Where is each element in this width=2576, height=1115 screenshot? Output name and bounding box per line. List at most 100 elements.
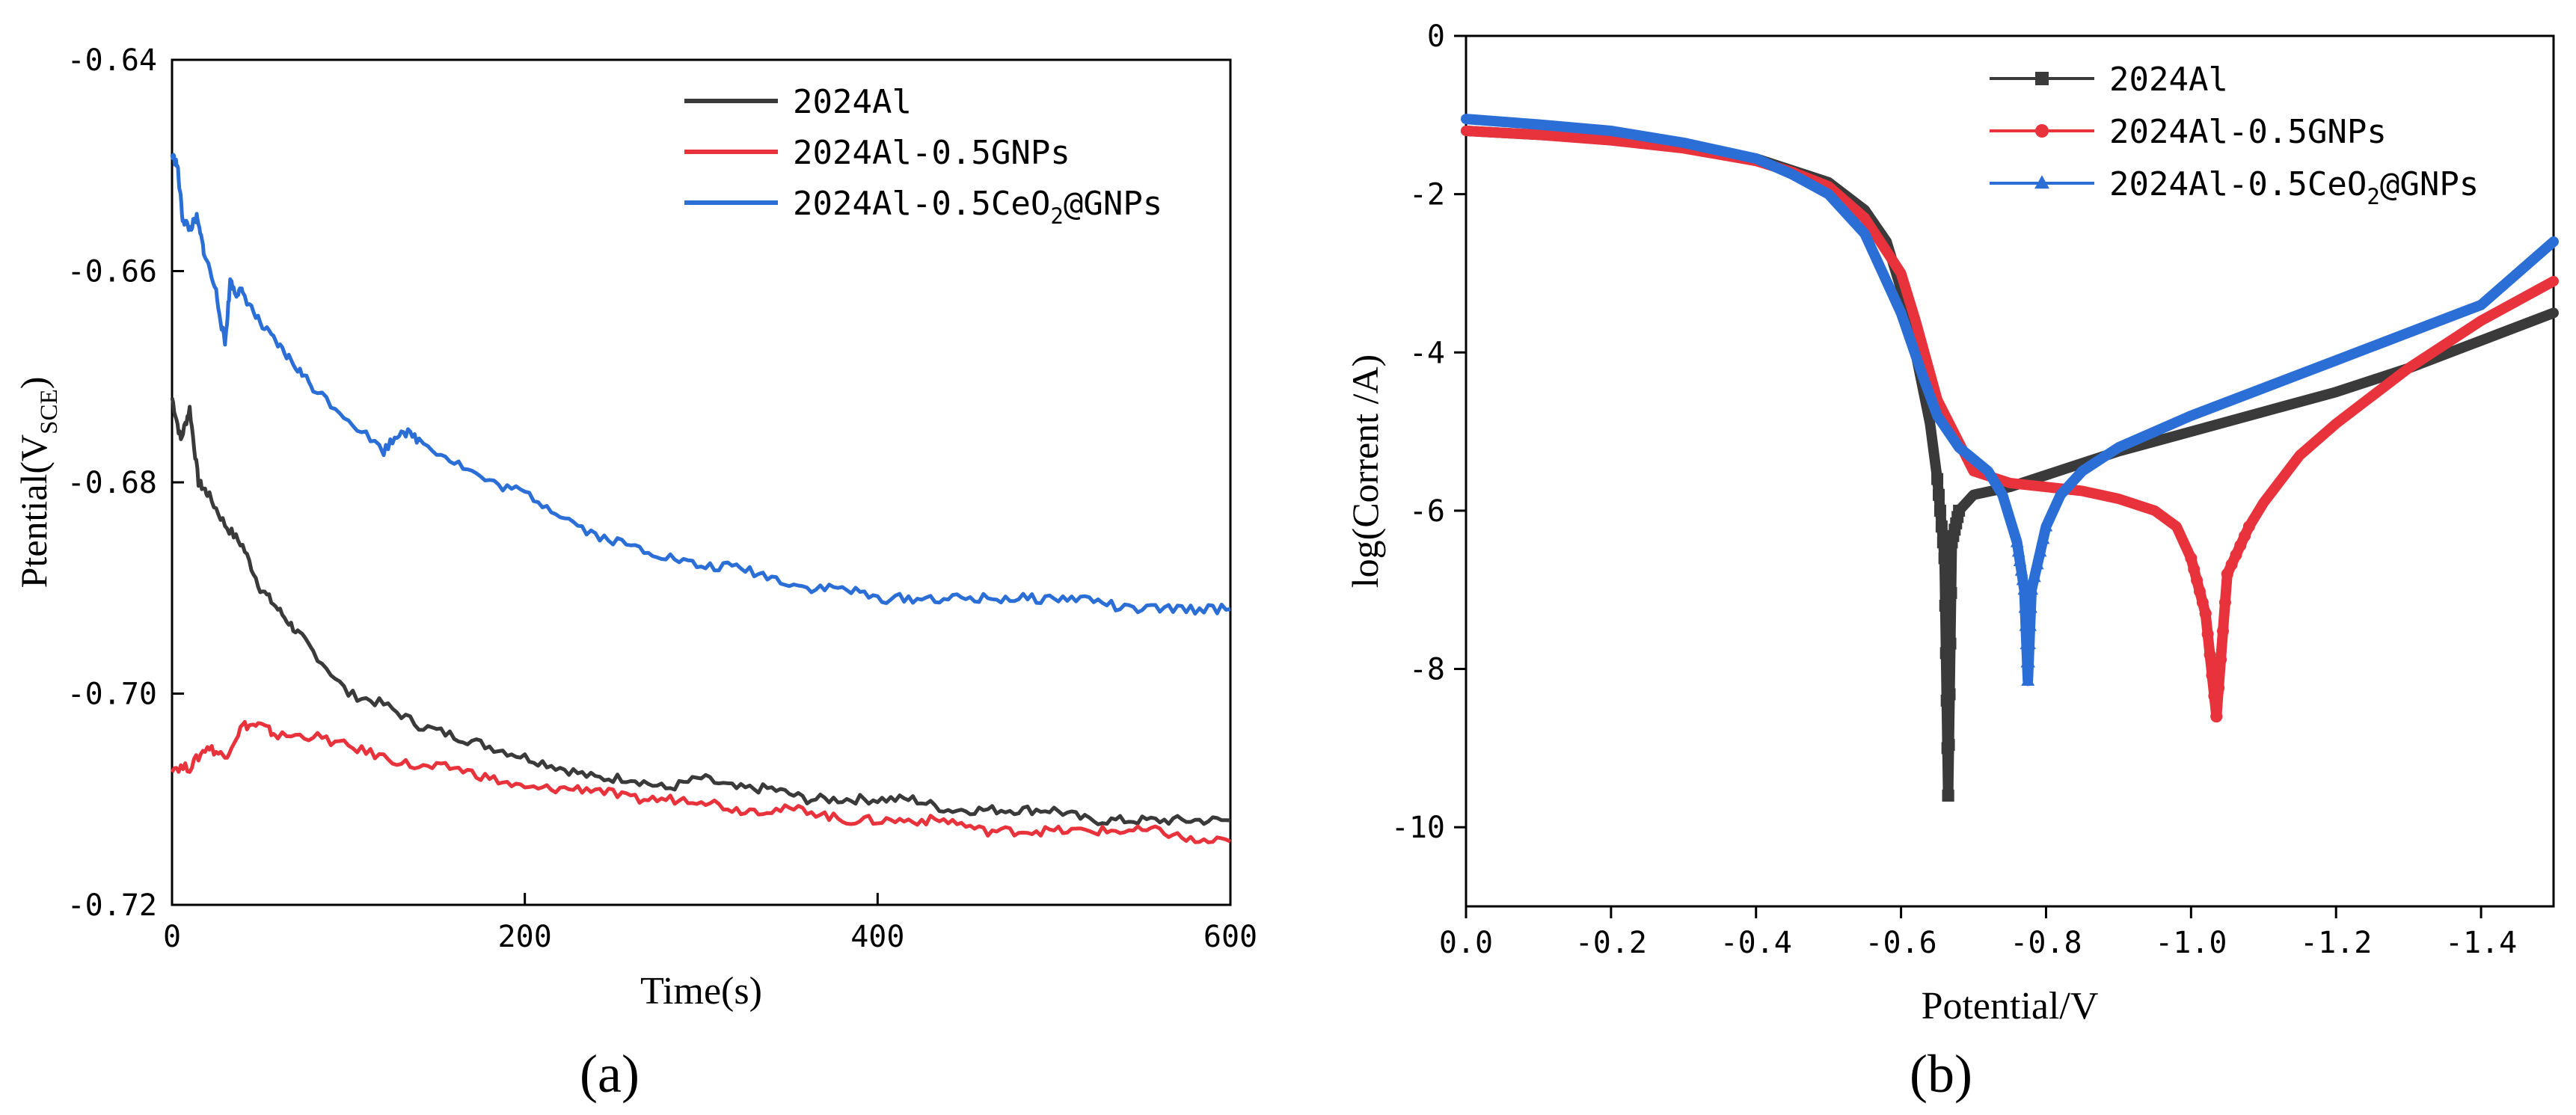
legend-label-b: 2024Al-0.5CeO2@GNPs — [2109, 165, 2479, 209]
data-point-b — [2206, 669, 2218, 682]
data-point-b — [1942, 739, 1955, 752]
legend-marker-b — [2035, 124, 2049, 138]
legend-marker-b — [2034, 175, 2049, 189]
data-point-b — [2033, 544, 2047, 557]
x-axis-label-b: Potential/V — [1922, 985, 2099, 1028]
data-point-b — [2193, 585, 2206, 598]
data-point-b — [2025, 583, 2038, 595]
data-point-b — [2242, 520, 2255, 533]
data-point-b — [2188, 563, 2201, 576]
data-point-b — [2016, 573, 2030, 586]
data-point-b — [2239, 529, 2251, 542]
x-tick-label-b: 0.0 — [1439, 926, 1493, 960]
y-tick-label-b: 0 — [1427, 19, 1445, 54]
data-point-b — [2023, 637, 2036, 650]
data-point-b — [2011, 544, 2025, 557]
data-point-b — [1931, 473, 1944, 485]
data-point-b — [1944, 637, 1957, 650]
y-tick-label-b: -8 — [1409, 653, 1445, 687]
data-point-b — [1935, 520, 1948, 533]
y-tick-label-a: -0.70 — [67, 678, 157, 712]
legend-label-b: 2024Al — [2109, 61, 2228, 99]
data-point-b — [2039, 519, 2053, 532]
series-line-b-1 — [1461, 126, 2559, 722]
data-point-b — [2013, 554, 2027, 567]
x-axis-label-a: Time(s) — [640, 970, 762, 1013]
data-point-b — [2199, 607, 2212, 620]
series-markers-b-0 — [1931, 473, 1966, 802]
data-point-b — [2191, 574, 2204, 587]
x-tick-label-b: -0.2 — [1575, 926, 1647, 960]
x-tick-label-a: 200 — [498, 920, 552, 954]
legend-marker-b — [2035, 72, 2049, 85]
y-tick-label-a: -0.64 — [67, 43, 157, 78]
data-point-b — [1942, 789, 1954, 802]
data-point-b — [2022, 655, 2036, 668]
data-point-b — [2234, 539, 2247, 552]
data-point-b — [2024, 600, 2037, 613]
series-line-a-2 — [170, 153, 1231, 616]
y-axis-label-a: Ptential(VSCE) — [13, 377, 63, 589]
series-line-b-0 — [1461, 126, 2559, 801]
y-tick-label-a: -0.68 — [67, 466, 157, 500]
data-point-b — [2210, 710, 2223, 723]
chart-a: -0.64 -0.66 -0.68 -0.70 -0.720 200 400 600 Time(… — [13, 43, 1257, 1013]
y-tick-label-b: -10 — [1391, 811, 1445, 845]
data-point-b — [1939, 647, 1952, 660]
series-markers-b-2 — [2010, 519, 2053, 686]
data-point-b — [1953, 504, 1966, 517]
data-point-b — [1933, 488, 1945, 501]
y-axis-label-b: log(Corrent /A) — [1344, 354, 1386, 588]
data-point-b — [2221, 568, 2233, 580]
data-point-b — [2010, 535, 2024, 547]
legend-label-a: 2024Al-0.5CeO2@GNPs — [793, 185, 1162, 229]
x-tick-label-a: 400 — [850, 920, 904, 954]
data-point-b — [2031, 557, 2044, 570]
data-point-b — [2196, 596, 2209, 609]
data-point-b — [2230, 549, 2242, 562]
chart-b: 0 -2 -4 -6 -8 -10 0.0 -0.2 -0.4 -0.6 -0.8 -1.0 -1.2 -… — [1344, 19, 2559, 1028]
caption-b: (b) — [1910, 1044, 1972, 1104]
y-tick-label-a: -0.72 — [67, 888, 157, 923]
data-point-b — [1933, 504, 1946, 517]
data-point-b — [2212, 681, 2225, 694]
legend-label-a: 2024Al-0.5GNPs — [793, 134, 1070, 172]
x-tick-label-a: 0 — [163, 920, 181, 954]
data-point-b — [2021, 673, 2035, 686]
x-tick-label-b: -1.2 — [2300, 926, 2372, 960]
y-tick-label-b: -2 — [1409, 178, 1445, 212]
data-point-b — [2014, 563, 2028, 576]
series-markers-b-1 — [2185, 520, 2255, 723]
data-point-b — [2216, 624, 2229, 637]
caption-a: (a) — [580, 1044, 640, 1104]
series-line-a-1 — [170, 719, 1232, 844]
x-tick-label-b: -1.4 — [2445, 926, 2517, 960]
data-point-b — [2023, 618, 2037, 631]
data-point-b — [1945, 586, 1957, 599]
x-tick-label-b: -0.8 — [2010, 926, 2082, 960]
series-line-b-2 — [1461, 114, 2559, 686]
data-point-b — [1943, 688, 1956, 701]
data-point-b — [2028, 570, 2041, 583]
x-tick-label-b: -1.0 — [2155, 926, 2227, 960]
data-point-b — [2215, 653, 2227, 666]
plot-frame-b — [1465, 34, 2555, 908]
data-point-b — [2204, 648, 2216, 661]
data-point-b — [1938, 552, 1951, 565]
series-line-a-0 — [170, 397, 1231, 826]
y-tick-label-b: -6 — [1409, 494, 1445, 529]
x-tick-label-b: -0.4 — [1720, 926, 1792, 960]
legend-label-b: 2024Al-0.5GNPs — [2109, 113, 2387, 151]
data-point-b — [2225, 558, 2238, 571]
x-tick-label-a: 600 — [1203, 920, 1257, 954]
data-point-b — [2218, 596, 2231, 609]
legend-label-a: 2024Al — [793, 83, 912, 121]
data-point-b — [2201, 627, 2214, 640]
y-tick-label-b: -4 — [1409, 336, 1445, 370]
x-tick-label-b: -0.6 — [1865, 926, 1936, 960]
data-point-b — [1939, 599, 1951, 612]
data-point-b — [2036, 532, 2050, 544]
y-tick-label-a: -0.66 — [67, 255, 157, 289]
data-point-b — [2185, 552, 2198, 565]
